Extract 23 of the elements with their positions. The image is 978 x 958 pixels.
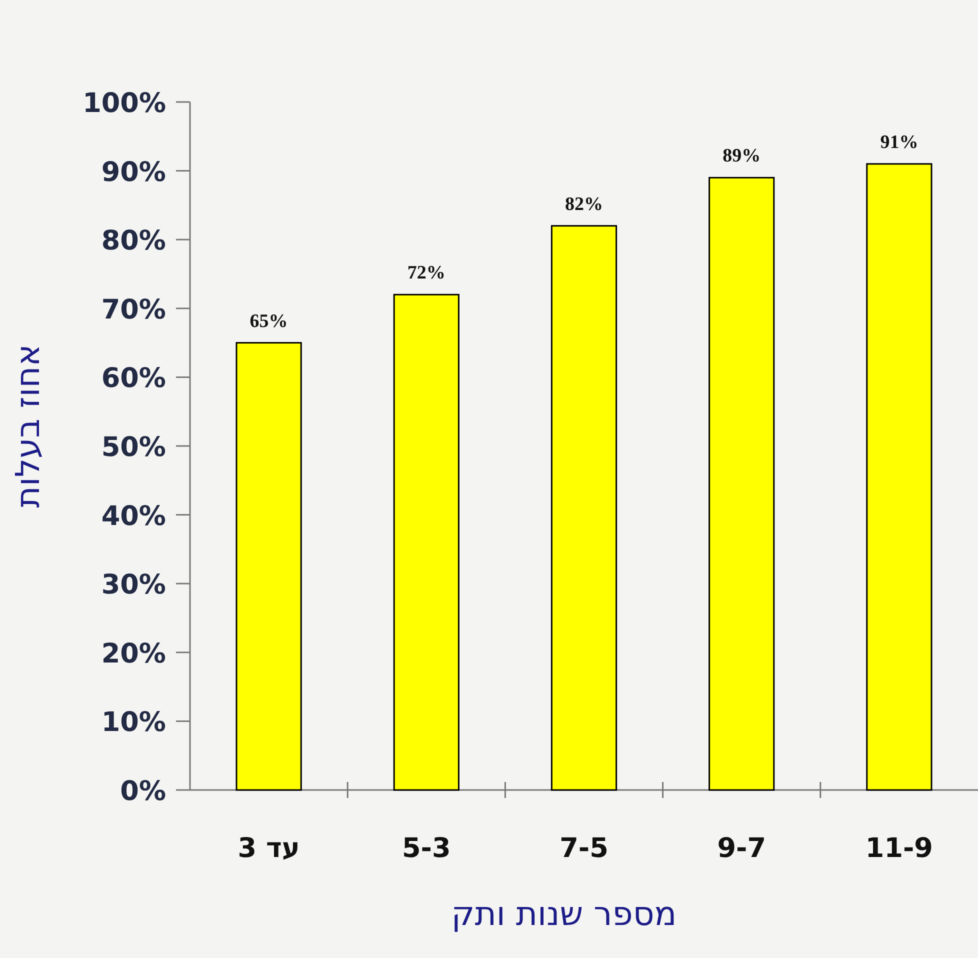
data-label: 72%: [407, 262, 446, 284]
x-tick-label: 7-5: [560, 833, 608, 864]
y-tick-label: 20%: [101, 638, 166, 670]
y-tick-label: 30%: [101, 570, 166, 601]
y-tick-label: 50%: [101, 432, 166, 463]
y-tick-label: 90%: [101, 156, 166, 188]
y-axis-title: אחוז בעלות: [8, 344, 48, 508]
y-tick-label: 80%: [101, 226, 166, 257]
y-tick-label: 40%: [101, 500, 166, 532]
x-axis-title: מספר שנות ותק: [451, 894, 677, 933]
y-tick-label: 0%: [120, 776, 166, 807]
data-label: 89%: [722, 146, 761, 167]
x-tick-label: עד 3: [238, 833, 300, 864]
y-tick-label: 70%: [101, 294, 166, 326]
y-tick-label: 10%: [101, 707, 166, 738]
x-tick-label: 11-9: [865, 833, 933, 864]
data-label: 82%: [565, 194, 603, 215]
data-label: 65%: [250, 310, 288, 332]
y-tick-label: 60%: [101, 363, 166, 394]
y-tick-label: 100%: [82, 88, 166, 119]
data-label: 91%: [880, 132, 918, 153]
x-tick-label: 5-3: [402, 833, 451, 864]
x-tick-label: 9-7: [717, 833, 766, 864]
